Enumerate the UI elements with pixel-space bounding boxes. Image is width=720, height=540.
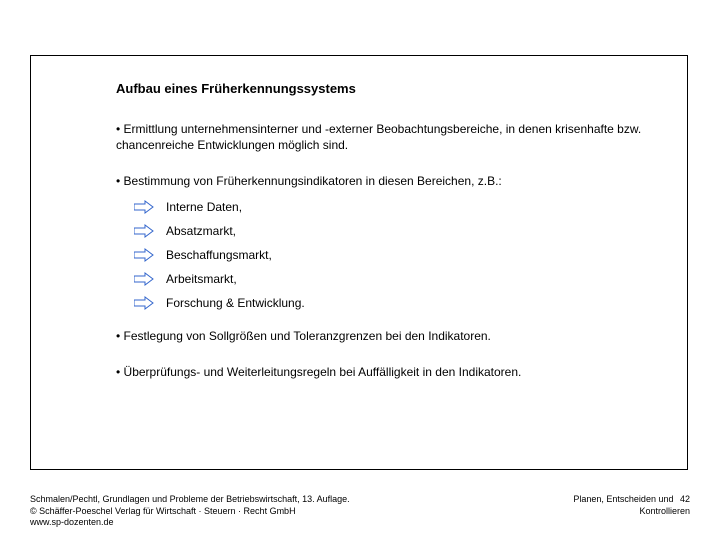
bullet-2: • Bestimmung von Früherkennungsindikator… xyxy=(116,173,647,189)
sub-item: Absatzmarkt, xyxy=(134,224,647,238)
page-number: 42 xyxy=(680,494,690,504)
sub-label: Beschaffungsmarkt, xyxy=(166,248,272,262)
footer-line: Schmalen/Pechtl, Grundlagen und Probleme… xyxy=(30,494,350,505)
sub-item: Forschung & Entwicklung. xyxy=(134,296,647,310)
footer-line: www.sp-dozenten.de xyxy=(30,517,350,528)
arrow-shape xyxy=(134,249,153,261)
sub-list: Interne Daten, Absatzmarkt, xyxy=(134,200,647,310)
arrow-right-icon xyxy=(134,224,154,238)
footer-right: Planen, Entscheiden und 42 Kontrollieren xyxy=(573,494,690,517)
arrow-shape xyxy=(134,297,153,309)
arrow-right-icon xyxy=(134,296,154,310)
sub-item: Arbeitsmarkt, xyxy=(134,272,647,286)
bullet-1: • Ermittlung unternehmensinterner und -e… xyxy=(116,121,647,153)
sub-label: Arbeitsmarkt, xyxy=(166,272,237,286)
arrow-shape xyxy=(134,225,153,237)
bullet-4: • Überprüfungs- und Weiterleitungsregeln… xyxy=(116,364,647,380)
sub-label: Forschung & Entwicklung. xyxy=(166,296,305,310)
arrow-right-icon xyxy=(134,200,154,214)
sub-item: Beschaffungsmarkt, xyxy=(134,248,647,262)
bullet-3: • Festlegung von Sollgrößen und Toleranz… xyxy=(116,328,647,344)
footer-topic-2: Kontrollieren xyxy=(639,506,690,516)
sub-label: Interne Daten, xyxy=(166,200,242,214)
footer: Schmalen/Pechtl, Grundlagen und Probleme… xyxy=(30,494,690,528)
footer-line: © Schäffer-Poeschel Verlag für Wirtschaf… xyxy=(30,506,350,517)
sub-item: Interne Daten, xyxy=(134,200,647,214)
arrow-shape xyxy=(134,273,153,285)
arrow-right-icon xyxy=(134,272,154,286)
arrow-right-icon xyxy=(134,248,154,262)
sub-label: Absatzmarkt, xyxy=(166,224,236,238)
content-frame: Aufbau eines Früherkennungssystems • Erm… xyxy=(30,55,688,470)
arrow-shape xyxy=(134,201,153,213)
slide: Aufbau eines Früherkennungssystems • Erm… xyxy=(0,0,720,540)
slide-title: Aufbau eines Früherkennungssystems xyxy=(116,81,647,96)
footer-left: Schmalen/Pechtl, Grundlagen und Probleme… xyxy=(30,494,350,528)
footer-topic-1: Planen, Entscheiden und xyxy=(573,494,673,504)
